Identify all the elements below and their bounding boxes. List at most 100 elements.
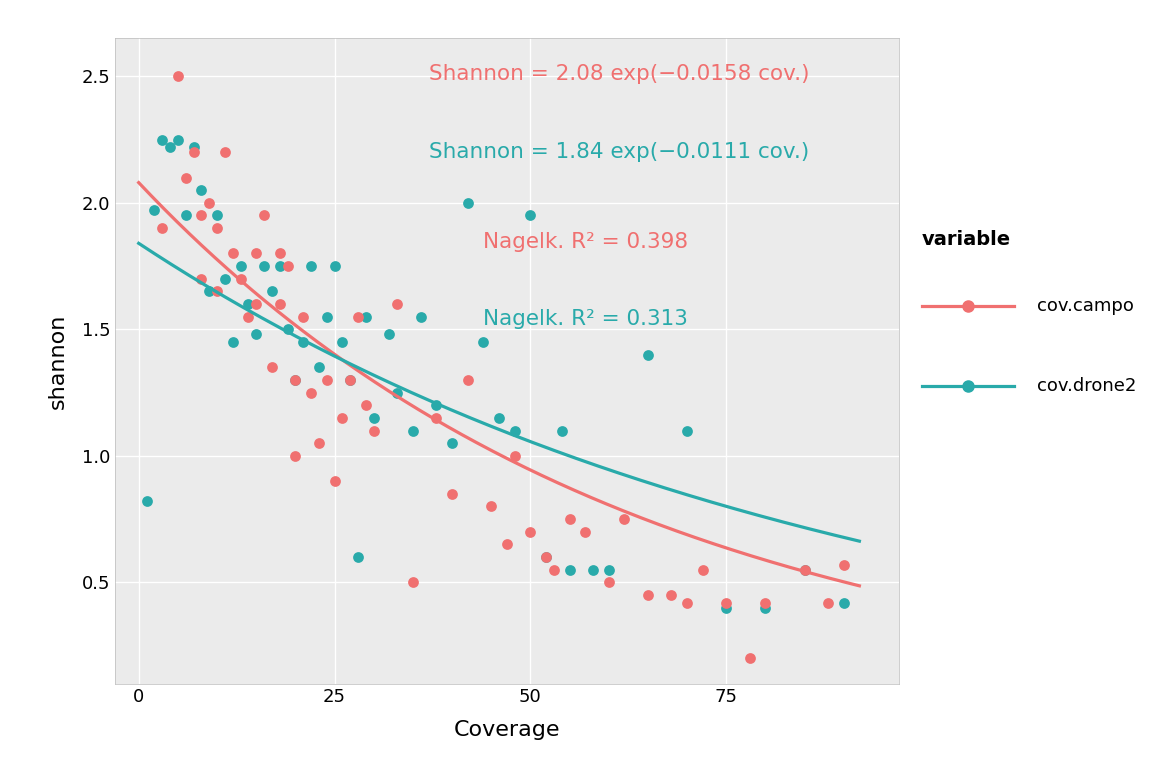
Point [795,564,813,576]
Point [263,285,281,297]
Point [168,134,187,146]
Point [475,336,493,348]
Point [442,437,461,449]
Point [498,538,516,551]
Point [576,525,594,538]
Point [458,197,477,209]
Point [153,222,172,234]
Point [325,475,343,487]
Point [294,336,312,348]
Point [638,589,657,601]
Point [161,141,180,154]
Point [184,141,203,154]
Point [168,70,187,82]
Point [537,551,555,563]
Point [279,260,297,272]
Point [286,374,304,386]
Point [545,564,563,576]
Point [677,597,696,609]
Point [137,495,156,508]
Point [294,310,312,323]
Point [677,425,696,437]
Point [200,285,219,297]
Point [553,425,571,437]
Point [741,652,759,664]
Point [756,597,774,609]
Point [302,260,320,272]
Point [560,513,578,525]
Point [333,336,351,348]
Point [506,425,524,437]
Point [192,210,211,222]
Point [302,386,320,399]
Text: cov.campo: cov.campo [1037,296,1134,315]
X-axis label: Coverage: Coverage [454,720,560,740]
Point [560,564,578,576]
Point [599,564,617,576]
Point [318,374,336,386]
Point [388,298,407,310]
Point [145,204,164,217]
Point [232,273,250,285]
Point [184,146,203,158]
Point [403,576,422,588]
Point [756,601,774,614]
Point [232,260,250,272]
Y-axis label: shannon: shannon [47,313,68,409]
Point [247,247,265,260]
Point [223,336,242,348]
Point [380,328,399,340]
Point [310,361,328,373]
Point [318,310,336,323]
Text: Nagelk. R² = 0.313: Nagelk. R² = 0.313 [484,310,688,329]
Point [411,310,430,323]
Point [255,260,273,272]
Point [271,260,289,272]
Point [200,197,219,209]
Point [427,412,446,424]
Point [427,399,446,412]
Point [192,184,211,197]
Text: Shannon = 1.84 exp(−0.0111 cov.): Shannon = 1.84 exp(−0.0111 cov.) [429,141,809,161]
Point [599,576,617,588]
Point [247,328,265,340]
Point [176,210,195,222]
Point [286,450,304,462]
Point [834,597,852,609]
Point [458,374,477,386]
Point [223,247,242,260]
Point [364,412,382,424]
Point [333,412,351,424]
Point [521,210,539,222]
Point [207,222,226,234]
Point [240,298,258,310]
Point [819,597,838,609]
Point [153,134,172,146]
Point [506,450,524,462]
Point [615,513,634,525]
Point [263,361,281,373]
Point [255,210,273,222]
Point [341,374,359,386]
Point [364,425,382,437]
Point [357,310,376,323]
Point [207,285,226,297]
Point [638,349,657,361]
Point [442,488,461,500]
Text: variable: variable [922,230,1010,250]
Point [717,601,735,614]
Point [310,437,328,449]
Point [834,558,852,571]
Point [795,564,813,576]
Point [357,399,376,412]
Point [215,273,234,285]
Point [279,323,297,336]
Point [341,374,359,386]
Point [286,374,304,386]
Point [271,298,289,310]
Point [521,525,539,538]
Point [349,551,367,563]
Point [584,564,602,576]
Point [349,310,367,323]
Point [694,564,712,576]
